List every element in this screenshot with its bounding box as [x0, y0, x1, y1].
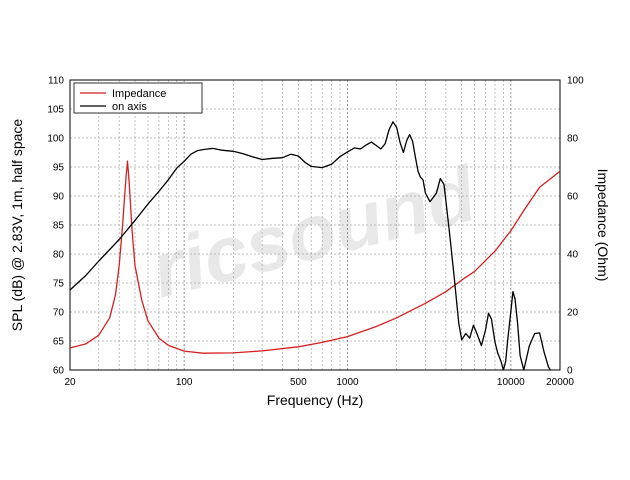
- y-left-tick-label: 70: [53, 308, 65, 319]
- y-right-tick-label: 20: [567, 308, 579, 319]
- series-line-on-axis: [69, 121, 552, 371]
- y-left-tick-label: 85: [53, 221, 65, 232]
- y-left-tick-label: 105: [47, 105, 64, 116]
- x-tick-label: 500: [290, 377, 307, 388]
- x-tick-label: 1000: [336, 377, 359, 388]
- x-axis-label: Frequency (Hz): [267, 392, 363, 408]
- legend-label-impedance: Impedance: [112, 88, 166, 100]
- plot-frame: [69, 79, 561, 371]
- legend-box: [73, 82, 203, 114]
- y-left-tick-labels: 60 65 70 75 80 85 90 95 100 105 110: [47, 76, 64, 377]
- y-right-tick-label: 80: [567, 134, 579, 145]
- x-tick-label: 20000: [546, 377, 574, 388]
- x-tick-label: 20: [64, 377, 76, 388]
- y-left-tick-label: 110: [48, 76, 64, 87]
- y-left-tick-label: 60: [53, 366, 65, 377]
- x-tick-label: 10000: [497, 377, 525, 388]
- y-left-tick-label: 95: [53, 163, 65, 174]
- y-left-axis-label: SPL (dB) @ 2.83V, 1m, half space: [9, 119, 25, 332]
- y-left-tick-label: 80: [53, 250, 65, 261]
- x-tick-label: 100: [176, 377, 193, 388]
- y-right-tick-labels: 0 20 40 60 80 100: [567, 76, 584, 377]
- y-left-tick-label: 90: [53, 192, 65, 203]
- legend: Impedance on axis: [73, 82, 203, 114]
- series-line-impedance: [69, 160, 561, 354]
- watermark-text: ricsound: [143, 149, 485, 314]
- y-left-tick-label: 100: [47, 134, 64, 145]
- y-right-tick-label: 40: [567, 250, 579, 261]
- x-tick-labels: 20 100 500 1000 10000 20000: [64, 377, 574, 388]
- grid: [70, 80, 560, 370]
- y-right-axis-label: Impedance (Ohm): [595, 169, 611, 282]
- watermark-logo: ricsound: [143, 149, 485, 314]
- y-left-tick-label: 75: [53, 279, 65, 290]
- y-right-tick-label: 0: [567, 366, 573, 377]
- series-lines: [69, 121, 561, 371]
- legend-label-on-axis: on axis: [112, 101, 147, 113]
- y-right-tick-label: 60: [567, 192, 579, 203]
- y-left-tick-label: 65: [53, 337, 65, 348]
- y-right-tick-label: 100: [567, 76, 584, 87]
